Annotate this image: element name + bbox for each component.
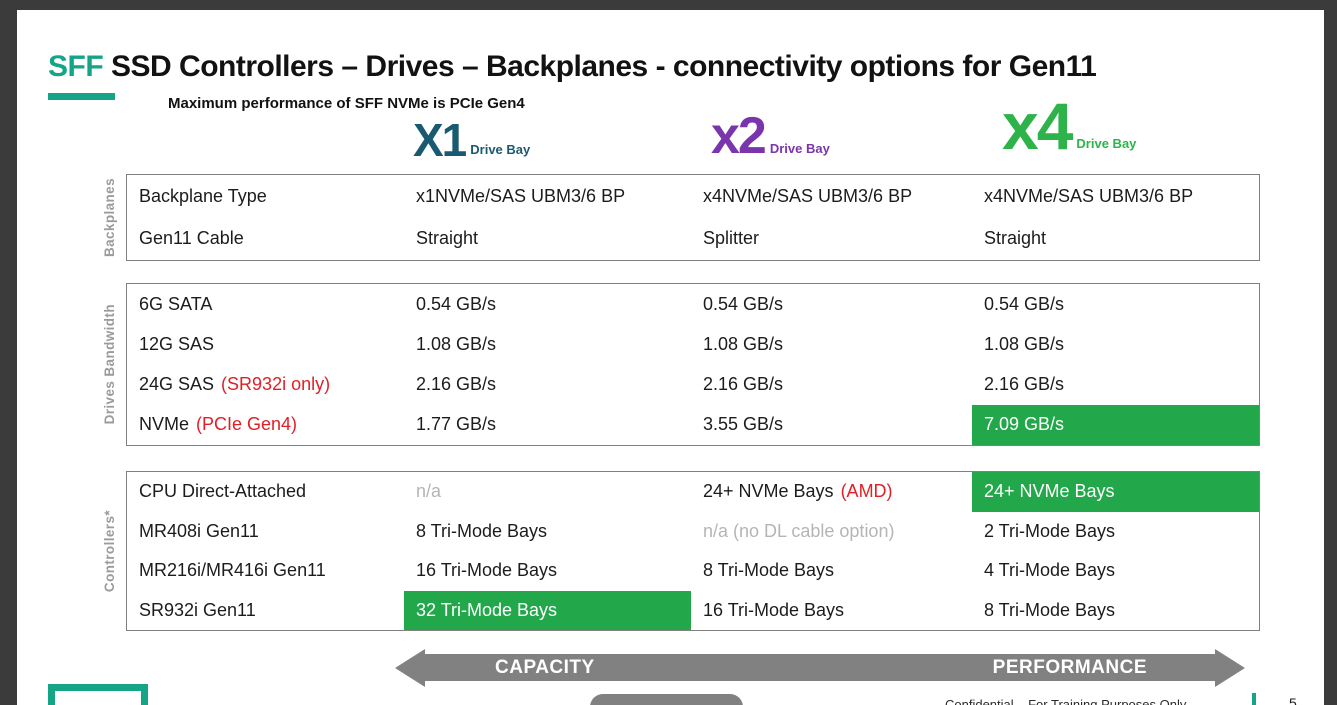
- table-row: NVMe (PCIe Gen4) 1.77 GB/s 3.55 GB/s 7.09…: [127, 404, 1259, 445]
- arrow-left-head-icon: [395, 648, 425, 687]
- x1-drive-bay-label: Drive Bay: [470, 141, 531, 157]
- footer-accent-bar: [1252, 693, 1256, 705]
- arrow-body: CAPACITY PERFORMANCE: [425, 654, 1215, 681]
- red-note: (PCIe Gen4): [196, 414, 298, 435]
- cell-x1: 2.16 GB/s: [416, 374, 497, 395]
- cell-x4: Straight: [984, 228, 1047, 249]
- table-row: MR216i/MR416i Gen11 16 Tri-Mode Bays 8 T…: [127, 551, 1259, 591]
- table-row: 12G SAS 1.08 GB/s 1.08 GB/s 1.08 GB/s: [127, 324, 1259, 364]
- cell-x2: x4NVMe/SAS UBM3/6 BP: [703, 185, 913, 206]
- performance-label: PERFORMANCE: [992, 656, 1147, 678]
- cell-x2: 0.54 GB/s: [703, 293, 784, 314]
- title-rest: SSD Controllers – Drives – Backplanes - …: [103, 50, 1097, 83]
- row-label: SR932i Gen11: [139, 599, 256, 620]
- table-row: Gen11 Cable Straight Splitter Straight: [127, 218, 1259, 261]
- controllers-table: CPU Direct-Attached n/a 24+ NVMe Bays (AM…: [126, 471, 1260, 631]
- cell-x1: n/a: [416, 481, 442, 502]
- x2-label: x2: [711, 107, 767, 165]
- cell-x1: 1.77 GB/s: [416, 414, 497, 435]
- cell-x1: 0.54 GB/s: [416, 293, 497, 314]
- bottom-gray-tab: [590, 694, 743, 705]
- cell-x2: 1.08 GB/s: [703, 333, 784, 354]
- x4-drive-bay-label: Drive Bay: [1076, 135, 1137, 151]
- x4-label: x4: [1002, 89, 1073, 163]
- backplanes-table: Backplane Type x1NVMe/SAS UBM3/6 BP x4NV…: [126, 174, 1260, 261]
- cell-x2: 8 Tri-Mode Bays: [703, 560, 835, 581]
- cell-x4: 4 Tri-Mode Bays: [984, 560, 1116, 581]
- row-label: Gen11 Cable: [139, 228, 244, 249]
- table-row: 6G SATA 0.54 GB/s 0.54 GB/s 0.54 GB/s: [127, 284, 1259, 324]
- table-row: 24G SAS (SR932i only) 2.16 GB/s 2.16 GB/s…: [127, 365, 1259, 405]
- cell-x1: 8 Tri-Mode Bays: [416, 520, 548, 541]
- row-label: 6G SATA: [139, 293, 213, 314]
- row-label: 24G SAS (SR932i only): [139, 374, 331, 395]
- column-header-x4: x4 Drive Bay: [1002, 89, 1137, 163]
- x2-drive-bay-label: Drive Bay: [769, 140, 830, 156]
- title-underline-bar: [48, 93, 115, 100]
- cell-x4: x4NVMe/SAS UBM3/6 BP: [984, 185, 1194, 206]
- row-label: NVMe (PCIe Gen4): [139, 414, 298, 435]
- cell-x1: Straight: [416, 228, 479, 249]
- row-label: CPU Direct-Attached: [139, 481, 307, 502]
- cell-x1-highlight: 32 Tri-Mode Bays: [404, 590, 691, 630]
- confidential-footer: Confidential – For Training Purposes Onl…: [945, 697, 1187, 705]
- cell-x2: 16 Tri-Mode Bays: [703, 599, 845, 620]
- section-label-drives-bandwidth: Drives Bandwidth: [101, 304, 117, 425]
- row-label: MR408i Gen11: [139, 520, 259, 541]
- section-label-controllers: Controllers*: [101, 509, 117, 593]
- cell-x4-highlight: 7.09 GB/s: [972, 404, 1259, 445]
- arrow-right-head-icon: [1215, 648, 1245, 687]
- cell-x4: 8 Tri-Mode Bays: [984, 599, 1116, 620]
- x1-label: X1: [413, 114, 467, 166]
- cell-x2: 24+ NVMe Bays (AMD): [703, 481, 893, 502]
- drives-bandwidth-table: 6G SATA 0.54 GB/s 0.54 GB/s 0.54 GB/s 12…: [126, 283, 1260, 446]
- table-row: MR408i Gen11 8 Tri-Mode Bays n/a (no DL …: [127, 512, 1259, 552]
- cell-x2: 2.16 GB/s: [703, 374, 784, 395]
- title-accent: SFF: [48, 50, 104, 83]
- subtitle: Maximum performance of SFF NVMe is PCIe …: [168, 95, 525, 112]
- cell-x1: 1.08 GB/s: [416, 333, 497, 354]
- page-number: 5: [1289, 695, 1297, 705]
- cell-x2: Splitter: [703, 228, 760, 249]
- row-label: Backplane Type: [139, 185, 267, 206]
- column-header-x1: X1 Drive Bay: [413, 114, 531, 166]
- section-label-backplanes: Backplanes: [101, 177, 117, 258]
- column-header-x2: x2 Drive Bay: [711, 107, 830, 165]
- cell-x4: 1.08 GB/s: [984, 333, 1065, 354]
- cell-x1: 16 Tri-Mode Bays: [416, 560, 558, 581]
- table-row: SR932i Gen11 32 Tri-Mode Bays 16 Tri-Mod…: [127, 590, 1259, 630]
- cell-x4: 0.54 GB/s: [984, 293, 1065, 314]
- slide-canvas: SFF SSD Controllers – Drives – Backplane…: [17, 10, 1324, 705]
- red-note: (SR932i only): [221, 374, 331, 395]
- table-row: Backplane Type x1NVMe/SAS UBM3/6 BP x4NV…: [127, 175, 1259, 218]
- cell-x4-highlight: 24+ NVMe Bays: [972, 472, 1259, 512]
- page-title: SFF SSD Controllers – Drives – Backplane…: [48, 50, 1097, 84]
- row-label: 12G SAS: [139, 333, 215, 354]
- cell-x4: 2.16 GB/s: [984, 374, 1065, 395]
- table-row: CPU Direct-Attached n/a 24+ NVMe Bays (AM…: [127, 472, 1259, 512]
- cell-x2: n/a (no DL cable option): [703, 520, 895, 541]
- red-note: (AMD): [840, 481, 893, 502]
- cell-x2: 3.55 GB/s: [703, 414, 784, 435]
- cell-x1: x1NVMe/SAS UBM3/6 BP: [416, 185, 626, 206]
- capacity-performance-arrow: CAPACITY PERFORMANCE: [395, 648, 1245, 687]
- row-label: MR216i/MR416i Gen11: [139, 560, 326, 581]
- hpe-logo: [48, 684, 148, 705]
- capacity-label: CAPACITY: [495, 656, 595, 678]
- cell-x4: 2 Tri-Mode Bays: [984, 520, 1116, 541]
